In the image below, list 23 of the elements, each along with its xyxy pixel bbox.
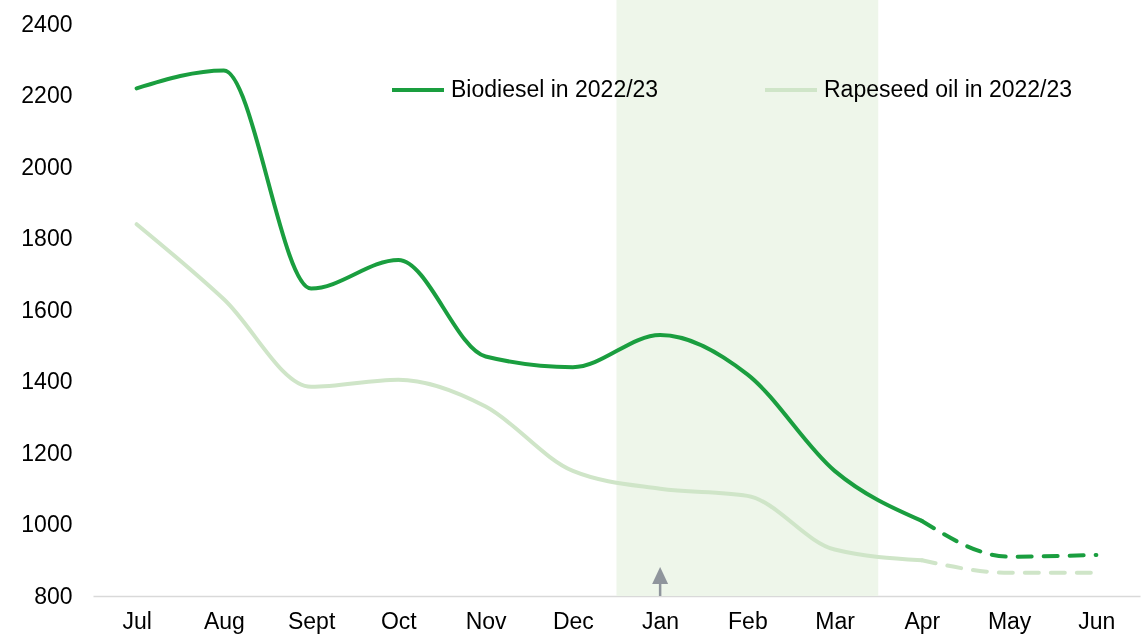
x-tick-label: Dec [552, 607, 594, 634]
y-tick-label: 1200 [21, 439, 73, 466]
x-tick-label: Sept [287, 607, 336, 634]
y-tick-label: 800 [34, 582, 73, 609]
y-tick-label: 2200 [21, 82, 73, 108]
x-tick-label: Apr [904, 607, 941, 634]
y-tick-label: 1400 [21, 368, 73, 394]
x-tick-label: Jul [122, 607, 152, 634]
y-tick-label: 2400 [21, 10, 73, 37]
y-tick-label: 1000 [21, 511, 73, 537]
legend-label: Biodiesel in 2022/23 [451, 76, 659, 102]
legend-label: Rapeseed oil in 2022/23 [824, 76, 1073, 102]
y-tick-label: 2000 [21, 153, 73, 180]
x-tick-label: Oct [380, 607, 418, 634]
x-tick-label: Jan [642, 607, 680, 634]
y-tick-label: 1600 [21, 296, 73, 323]
x-tick-label: Mar [815, 607, 856, 634]
x-tick-label: May [987, 607, 1032, 634]
y-tick-label: 1800 [21, 225, 73, 251]
x-tick-label: Nov [465, 607, 508, 634]
x-tick-label: Aug [203, 607, 245, 634]
x-tick-label: Feb [728, 607, 768, 634]
x-tick-label: Jun [1078, 607, 1116, 634]
